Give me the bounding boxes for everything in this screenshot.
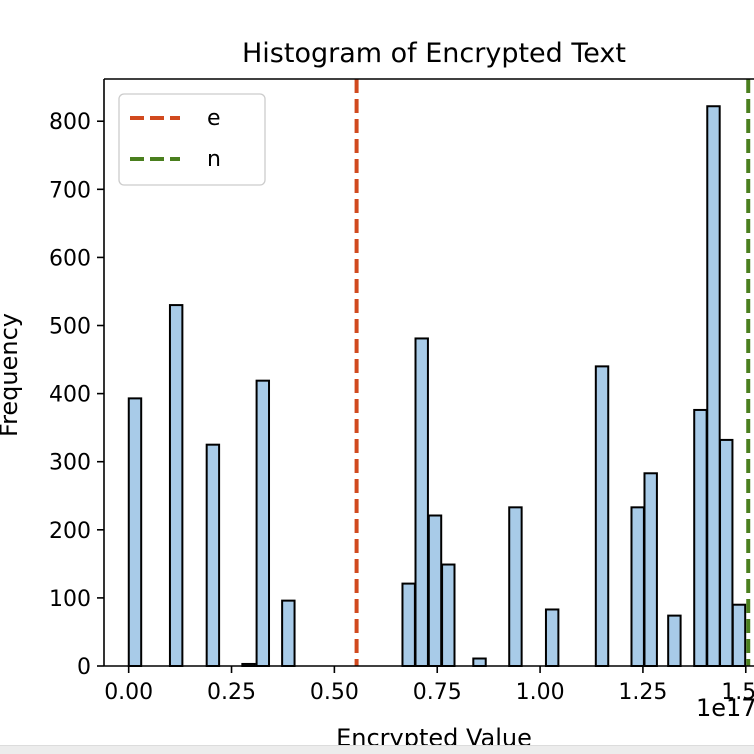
histogram-bar-13 [594,365,610,667]
histogram-bar-20 [731,603,747,668]
histogram-bar-9 [441,563,456,668]
histogram-bar-19 [719,438,734,668]
x-tick-label-0.50: 0.50 [310,680,359,705]
x-axis-ticks: 0.00 0.25 0.50 0.75 1.00 1.25 1.50 [104,666,754,705]
y-tick-label-800: 800 [49,110,91,135]
histogram-bar-11 [508,506,523,667]
y-tick-label-600: 600 [49,246,91,271]
y-tick-label-500: 500 [49,315,91,340]
histogram-bar-14 [630,506,645,667]
y-tick-label-100: 100 [49,587,91,612]
histogram-bar-10 [472,657,487,668]
x-tick-label-1.50: 1.50 [721,680,754,705]
plot-frame [103,78,754,667]
histogram-bar-18 [706,105,721,668]
histogram-bar-16 [667,614,682,667]
histogram-bar-15 [643,472,658,667]
chart-title: Histogram of Encrypted Text [242,38,626,69]
legend-label-e: e [207,106,221,131]
x-tick-label-0.00: 0.00 [104,680,153,705]
histogram-bar-1 [168,304,184,667]
x-tick-label-1.25: 1.25 [618,680,667,705]
legend: e n [118,93,266,186]
histogram-bars [127,105,747,668]
histogram-bar-12 [544,608,560,667]
y-axis-ticks: 0 100 200 300 400 500 600 700 800 [49,110,104,680]
histogram-bar-2 [205,443,221,667]
legend-box [118,93,266,186]
x-tick-label-0.75: 0.75 [413,680,462,705]
histogram-bar-7 [414,337,429,667]
x-axis-offset-text: 1e17 [696,694,754,722]
histogram-bar-6 [401,582,416,667]
histogram-bar-5 [281,599,296,668]
y-tick-label-200: 200 [49,519,91,544]
histogram-bar-4 [255,379,271,667]
y-tick-label-700: 700 [49,178,91,203]
reference-lines [354,79,751,666]
window-bottom-strip [0,745,754,754]
histogram-bar-0 [127,397,143,667]
histogram-bar-8 [427,514,443,667]
y-tick-label-0: 0 [77,655,91,680]
x-tick-label-1.00: 1.00 [516,680,565,705]
y-tick-label-400: 400 [49,383,91,408]
y-axis-label: Frequency [0,313,23,437]
histogram-bar-17 [693,408,708,667]
y-tick-label-300: 300 [49,451,91,476]
x-tick-label-0.25: 0.25 [207,680,256,705]
legend-label-n: n [207,147,221,172]
